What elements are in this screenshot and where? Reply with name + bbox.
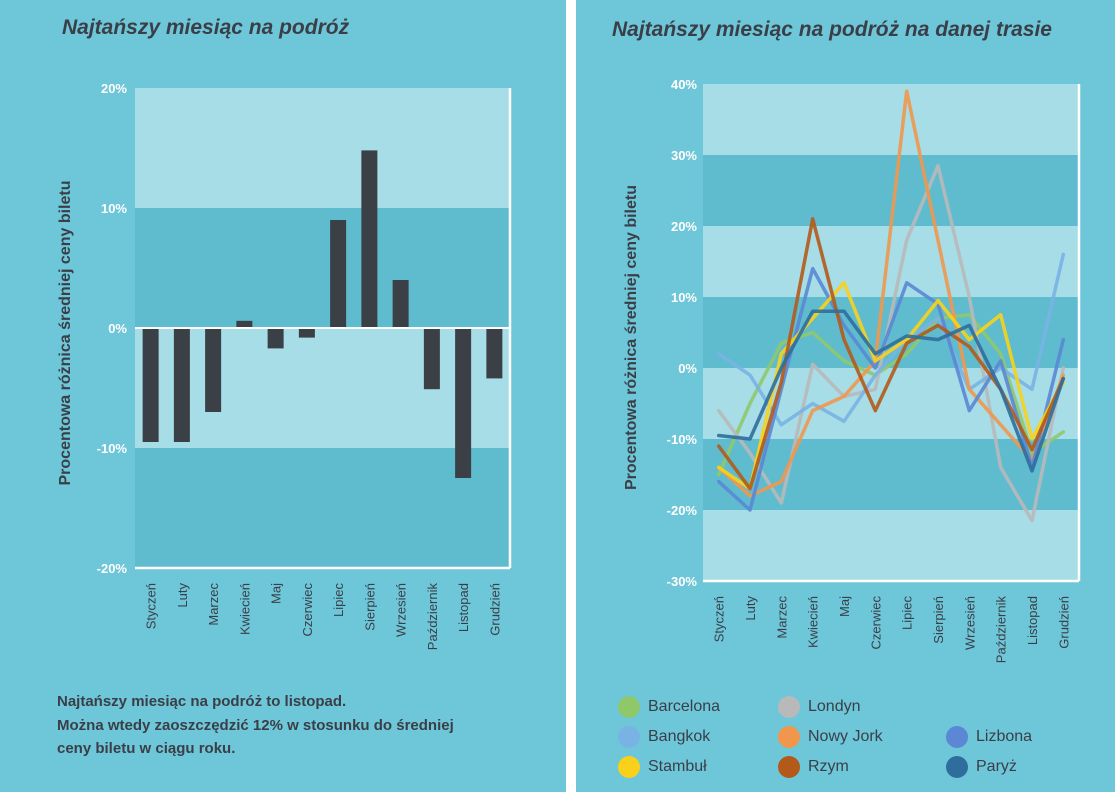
legend-swatch (946, 756, 968, 778)
x-tick-label: Czerwiec (868, 596, 883, 650)
x-tick-label: Wrzesień (962, 596, 977, 650)
plot-band (135, 208, 510, 328)
y-tick-label: 10% (671, 290, 697, 305)
legend-swatch (778, 726, 800, 748)
legend-label: Londyn (808, 698, 861, 715)
y-tick-label: 20% (101, 81, 127, 96)
left-panel: Najtańszy miesiąc na podróż 20% 10% 0% -10%… (0, 0, 566, 792)
series-line (716, 89, 1066, 498)
plot-band (703, 510, 1079, 581)
legend-item: Paryż (946, 756, 1017, 778)
legend-swatch (618, 756, 640, 778)
series-line (716, 309, 1066, 473)
legend-item: Londyn (778, 696, 861, 718)
legend-label: Lizbona (976, 728, 1033, 745)
x-tick-label: Marzec (774, 596, 789, 639)
x-tick-label: Listopad (456, 583, 471, 632)
bar (298, 328, 315, 338)
bar (392, 280, 409, 328)
legend-item: Stambuł (618, 756, 707, 778)
legend-swatch (778, 696, 800, 718)
x-tick-label: Kwiecień (806, 596, 821, 648)
bar (267, 328, 284, 349)
y-axis-label: Procentowa różnica średniej ceny biletu (623, 185, 640, 490)
y-tick-label: 0% (108, 321, 127, 336)
bar (361, 150, 378, 328)
y-tick-label: 10% (101, 201, 127, 216)
y-tick-label: 20% (671, 219, 697, 234)
note-line-1: Najtańszy miesiąc na podróż to listopad. (57, 693, 347, 710)
legend-swatch (946, 726, 968, 748)
x-tick-label: Listopad (1025, 596, 1040, 645)
x-tick-label: Lipiec (900, 596, 915, 630)
bar (205, 328, 222, 412)
x-tick-label: Marzec (206, 583, 221, 626)
legend-item: Nowy Jork (778, 726, 883, 748)
y-tick-label: -10% (97, 441, 128, 456)
legend-item: Lizbona (946, 726, 1032, 748)
x-tick-label: Sierpień (931, 596, 946, 644)
plot-band (135, 448, 510, 568)
bar-chart: 20% 10% 0% -10% -20% Styczeń Luty Marzec Kwiecie… (57, 81, 512, 651)
series-line (716, 252, 1066, 427)
line-chart: 40% 30% 20% 10% 0% -10% -20% -30% Styczeń Luty Mar… (623, 77, 1081, 664)
left-chart-title: Najtańszy miesiąc na podróż (62, 16, 350, 39)
y-tick-label: -20% (97, 561, 128, 576)
x-tick-label: Październik (994, 596, 1009, 664)
x-tick-label: Sierpień (362, 583, 377, 631)
legend-item: Barcelona (618, 696, 720, 718)
plot-band (703, 84, 1079, 155)
summary-note: Najtańszy miesiąc na podróż to listopad.… (57, 690, 537, 761)
bar (486, 328, 503, 379)
x-tick-label: Grudzień (487, 583, 502, 636)
right-chart-title: Najtańszy miesiąc na podróż na danej tra… (612, 18, 1052, 41)
legend-swatch (778, 756, 800, 778)
bar (330, 220, 347, 328)
bar (142, 328, 159, 442)
x-tick-label: Styczeń (144, 583, 159, 629)
y-tick-label: 0% (678, 361, 697, 376)
x-tick-label: Luty (743, 596, 758, 621)
plot-band (135, 328, 510, 448)
y-tick-label: -20% (667, 503, 698, 518)
x-tick-label: Luty (175, 583, 190, 608)
series-line (716, 163, 1066, 523)
bar (455, 328, 472, 478)
legend-swatch (618, 696, 640, 718)
legend-label: Rzym (808, 758, 849, 775)
x-tick-label: Grudzień (1056, 596, 1071, 649)
y-axis-label: Procentowa różnica średniej ceny biletu (57, 181, 74, 486)
y-tick-label: -10% (667, 432, 698, 447)
right-panel: Najtańszy miesiąc na podróż na danej tra… (576, 0, 1115, 792)
bar (236, 320, 253, 328)
legend-label: Paryż (976, 758, 1017, 775)
legend-swatch (618, 726, 640, 748)
legend-label: Barcelona (648, 698, 721, 715)
plot-band (135, 88, 510, 208)
x-tick-label: Październik (425, 583, 440, 651)
y-tick-label: -30% (667, 574, 698, 589)
legend-label: Bangkok (648, 728, 711, 745)
legend-label: Stambuł (648, 758, 707, 775)
x-tick-label: Kwiecień (237, 583, 252, 635)
legend-item: Rzym (778, 756, 849, 778)
x-tick-label: Maj (837, 596, 852, 617)
x-tick-label: Czerwiec (300, 583, 315, 637)
note-line-2: Można wtedy zaoszczędzić 12% w stosunku … (57, 716, 454, 734)
x-tick-label: Maj (269, 583, 284, 604)
legend-item: Bangkok (618, 726, 710, 748)
bar (173, 328, 190, 442)
y-tick-label: 30% (671, 148, 697, 163)
y-tick-label: 40% (671, 77, 697, 92)
bar (423, 328, 440, 390)
legend-label: Nowy Jork (808, 728, 883, 745)
x-tick-label: Styczeń (712, 596, 727, 642)
note-line-3: ceny biletu w ciągu roku. (57, 740, 236, 757)
x-tick-label: Lipiec (331, 583, 346, 617)
series-line (716, 266, 1066, 512)
x-tick-label: Wrzesień (394, 583, 409, 637)
